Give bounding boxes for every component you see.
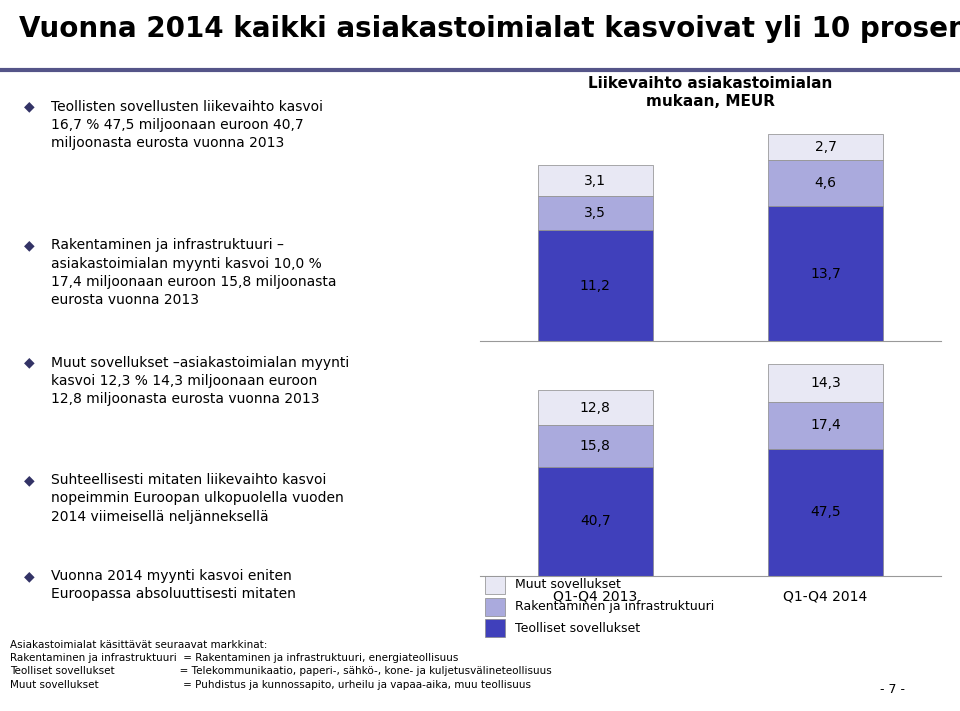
Text: 40,7: 40,7	[580, 515, 611, 528]
Text: 3,1: 3,1	[585, 173, 606, 188]
Text: 11,2: 11,2	[580, 279, 611, 293]
Bar	[768, 134, 883, 160]
Text: Asiakastoimialat käsittävät seuraavat markkinat:
Rakentaminen ja infrastruktuuri: Asiakastoimialat käsittävät seuraavat ma…	[10, 640, 551, 690]
Text: ◆: ◆	[24, 100, 35, 114]
Text: ◆: ◆	[24, 238, 35, 252]
Text: Rakentaminen ja infrastruktuuri –
asiakastoimialan myynti kasvoi 10,0 %
17,4 mil: Rakentaminen ja infrastruktuuri – asiaka…	[51, 238, 336, 307]
Text: 4,6: 4,6	[815, 176, 836, 190]
Text: ◆: ◆	[24, 356, 35, 370]
Text: 13,7: 13,7	[810, 267, 841, 281]
Text: 3,5: 3,5	[585, 206, 606, 220]
Text: 12,8: 12,8	[580, 400, 611, 415]
Bar	[768, 402, 883, 449]
Text: Muut sovellukset: Muut sovellukset	[515, 578, 620, 592]
Text: Suhteellisesti mitaten liikevaihto kasvoi
nopeimmin Euroopan ulkopuolella vuoden: Suhteellisesti mitaten liikevaihto kasvo…	[51, 473, 344, 523]
Bar	[538, 390, 653, 424]
Bar	[768, 449, 883, 576]
Bar	[538, 196, 653, 230]
Text: Vuonna 2014 kaikki asiakastoimialat kasvoivat yli 10 prosenttia: Vuonna 2014 kaikki asiakastoimialat kasv…	[19, 15, 960, 43]
Text: 47,5: 47,5	[810, 506, 841, 519]
Text: - 7 -: - 7 -	[880, 683, 905, 696]
FancyBboxPatch shape	[485, 576, 505, 594]
Bar	[768, 364, 883, 402]
FancyBboxPatch shape	[485, 619, 505, 637]
Text: 14,3: 14,3	[810, 376, 841, 390]
Bar	[538, 467, 653, 576]
Text: 2,7: 2,7	[815, 140, 836, 154]
Text: 15,8: 15,8	[580, 439, 611, 453]
Bar	[768, 205, 883, 341]
Text: Vuonna 2014 myynti kasvoi eniten
Euroopassa absoluuttisesti mitaten: Vuonna 2014 myynti kasvoi eniten Euroopa…	[51, 569, 296, 602]
Text: 17,4: 17,4	[810, 419, 841, 432]
Text: Liikevaihto asiakastoimialan
mukaan, MEUR: Liikevaihto asiakastoimialan mukaan, MEU…	[588, 76, 832, 109]
Text: Muut sovellukset –asiakastoimialan myynti
kasvoi 12,3 % 14,3 miljoonaan euroon
1: Muut sovellukset –asiakastoimialan myynt…	[51, 356, 349, 406]
Text: Teolliset sovellukset: Teolliset sovellukset	[515, 622, 639, 635]
Bar	[768, 160, 883, 205]
Bar	[538, 424, 653, 467]
Bar	[538, 165, 653, 196]
Text: Rakentaminen ja infrastruktuuri: Rakentaminen ja infrastruktuuri	[515, 600, 714, 613]
Text: Teollisten sovellusten liikevaihto kasvoi
16,7 % 47,5 miljoonaan euroon 40,7
mil: Teollisten sovellusten liikevaihto kasvo…	[51, 100, 323, 150]
Text: ◆: ◆	[24, 473, 35, 487]
FancyBboxPatch shape	[485, 598, 505, 616]
Bar	[538, 230, 653, 341]
Text: ◆: ◆	[24, 569, 35, 583]
